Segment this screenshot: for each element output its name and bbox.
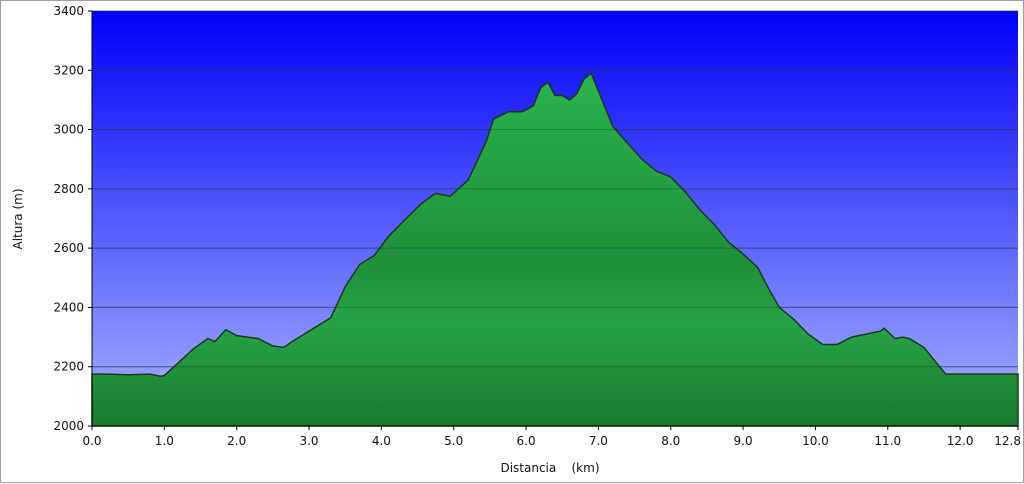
x-tick-label: 12.0 [947,434,974,448]
x-tick-label: 9.0 [734,434,753,448]
x-axis-title: Distancia (km) [500,461,599,475]
x-tick-label: 11.0 [874,434,901,448]
x-tick-label: 8.0 [661,434,680,448]
x-tick-label: 12.8 [994,434,1021,448]
y-tick-label: 3000 [53,123,84,137]
x-axis-ticks: 0.0 1.0 2.0 3.0 4.0 5.0 6.0 7.0 8.0 9.0 10.0 11.0 12… [82,426,1021,448]
x-tick-label: 10.0 [802,434,829,448]
y-tick-label: 3200 [53,63,84,77]
y-tick-label: 2400 [53,300,84,314]
x-tick-label: 2.0 [227,434,246,448]
x-tick-label: 7.0 [589,434,608,448]
elevation-area [91,72,1019,427]
x-tick-label: 4.0 [372,434,391,448]
x-tick-label: 5.0 [444,434,463,448]
gridlines-overlay [92,10,1018,368]
x-tick-label: 3.0 [299,434,318,448]
y-tick-label: 2200 [53,360,84,374]
y-tick-label: 3400 [53,4,84,18]
x-tick-label: 6.0 [517,434,536,448]
x-tick-label: 1.0 [155,434,174,448]
y-tick-label: 2600 [53,241,84,255]
y-axis-ticks: 2000 2200 2400 2600 2800 3000 3200 3400 [53,4,92,433]
y-tick-label: 2800 [53,182,84,196]
y-axis-title: Altura (m) [11,188,25,249]
y-tick-label: 2000 [53,419,84,433]
x-tick-label: 0.0 [82,434,101,448]
